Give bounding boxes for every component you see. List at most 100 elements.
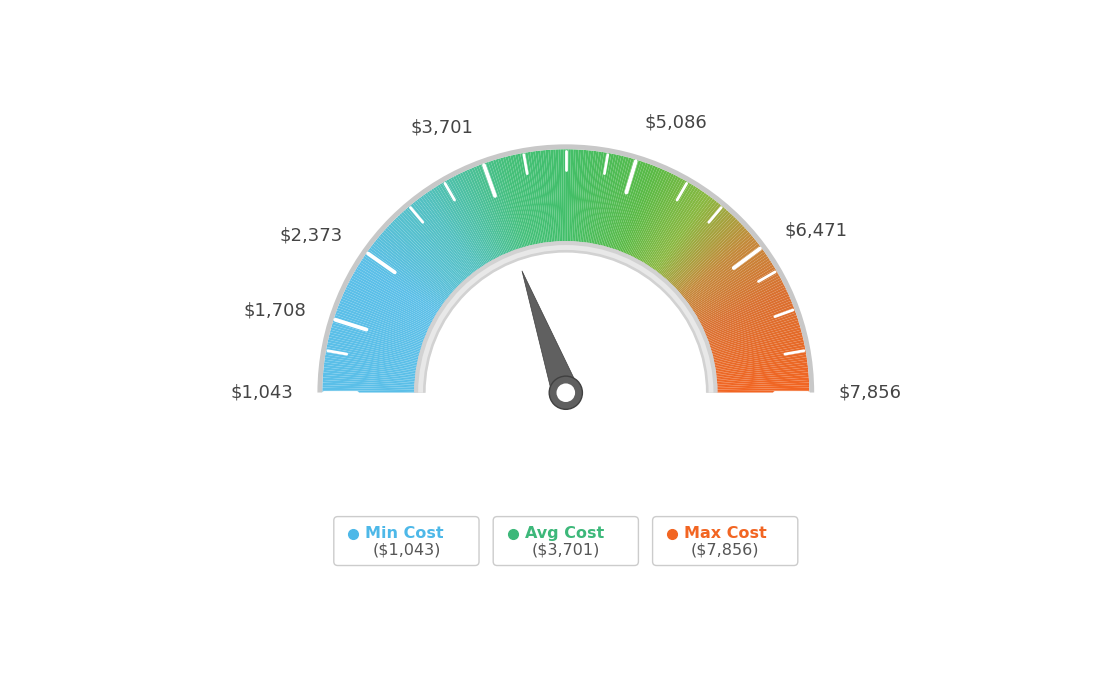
Wedge shape <box>478 164 513 252</box>
Wedge shape <box>619 166 656 253</box>
Wedge shape <box>338 306 425 340</box>
Wedge shape <box>658 200 718 275</box>
Wedge shape <box>571 149 576 242</box>
Wedge shape <box>689 254 767 308</box>
Wedge shape <box>406 207 468 279</box>
Wedge shape <box>715 365 808 377</box>
Circle shape <box>425 252 707 533</box>
Wedge shape <box>582 150 594 243</box>
Wedge shape <box>322 382 415 388</box>
Wedge shape <box>710 322 799 351</box>
Wedge shape <box>379 235 450 297</box>
Wedge shape <box>559 149 563 242</box>
Wedge shape <box>703 294 789 333</box>
Wedge shape <box>326 352 417 369</box>
Wedge shape <box>528 152 544 244</box>
Wedge shape <box>545 150 555 243</box>
Text: $7,856: $7,856 <box>839 384 902 402</box>
Wedge shape <box>580 150 592 243</box>
Wedge shape <box>339 303 426 339</box>
Wedge shape <box>673 222 742 288</box>
Wedge shape <box>467 169 506 255</box>
Wedge shape <box>327 342 418 363</box>
Wedge shape <box>694 266 775 316</box>
Wedge shape <box>322 388 415 391</box>
Wedge shape <box>664 207 725 279</box>
Wedge shape <box>344 289 429 330</box>
Wedge shape <box>346 287 431 328</box>
Wedge shape <box>701 284 785 327</box>
Wedge shape <box>322 390 415 393</box>
Wedge shape <box>359 262 438 313</box>
Wedge shape <box>709 317 798 348</box>
Wedge shape <box>679 232 750 295</box>
Wedge shape <box>565 149 569 242</box>
Wedge shape <box>667 212 731 282</box>
Wedge shape <box>322 380 415 386</box>
Wedge shape <box>702 291 788 331</box>
Wedge shape <box>638 179 686 262</box>
Wedge shape <box>351 275 434 322</box>
FancyBboxPatch shape <box>493 517 638 566</box>
Wedge shape <box>569 149 573 242</box>
Wedge shape <box>403 210 466 281</box>
Wedge shape <box>353 271 435 319</box>
Wedge shape <box>340 298 427 336</box>
Wedge shape <box>463 171 503 257</box>
Wedge shape <box>323 367 416 379</box>
Wedge shape <box>705 301 793 337</box>
Wedge shape <box>375 239 449 299</box>
Wedge shape <box>713 347 806 366</box>
Wedge shape <box>352 273 435 320</box>
Wedge shape <box>322 375 416 383</box>
Wedge shape <box>335 313 424 345</box>
Wedge shape <box>697 271 778 319</box>
Wedge shape <box>712 335 803 358</box>
Wedge shape <box>651 193 707 270</box>
Wedge shape <box>376 237 449 298</box>
Wedge shape <box>672 221 740 288</box>
Wedge shape <box>603 157 629 247</box>
Wedge shape <box>630 172 672 257</box>
Wedge shape <box>669 215 734 284</box>
Wedge shape <box>423 194 479 271</box>
Wedge shape <box>429 190 482 268</box>
Wedge shape <box>608 159 636 248</box>
Wedge shape <box>715 373 808 382</box>
Wedge shape <box>659 202 719 276</box>
Wedge shape <box>699 277 782 323</box>
Wedge shape <box>448 178 495 261</box>
Wedge shape <box>437 184 488 265</box>
Wedge shape <box>373 241 448 300</box>
Wedge shape <box>362 258 440 310</box>
Wedge shape <box>563 149 565 242</box>
Wedge shape <box>331 325 422 352</box>
Wedge shape <box>707 308 795 342</box>
Wedge shape <box>459 172 501 257</box>
Wedge shape <box>332 322 422 351</box>
Wedge shape <box>322 377 415 385</box>
Wedge shape <box>693 264 774 315</box>
Wedge shape <box>360 260 439 312</box>
Text: Max Cost: Max Cost <box>684 526 767 541</box>
Wedge shape <box>502 157 529 247</box>
Wedge shape <box>488 161 519 250</box>
Wedge shape <box>716 382 809 388</box>
Wedge shape <box>698 275 781 322</box>
Wedge shape <box>323 370 416 380</box>
Circle shape <box>556 384 575 402</box>
Wedge shape <box>575 150 584 243</box>
Wedge shape <box>590 152 606 244</box>
Wedge shape <box>626 169 665 255</box>
Wedge shape <box>405 208 467 280</box>
Wedge shape <box>414 200 474 275</box>
Wedge shape <box>354 269 436 317</box>
Wedge shape <box>341 296 427 335</box>
Wedge shape <box>701 287 786 328</box>
Wedge shape <box>711 330 802 355</box>
Wedge shape <box>295 393 837 663</box>
Wedge shape <box>327 344 418 364</box>
Wedge shape <box>343 291 429 331</box>
Wedge shape <box>716 377 809 385</box>
Wedge shape <box>593 153 612 245</box>
